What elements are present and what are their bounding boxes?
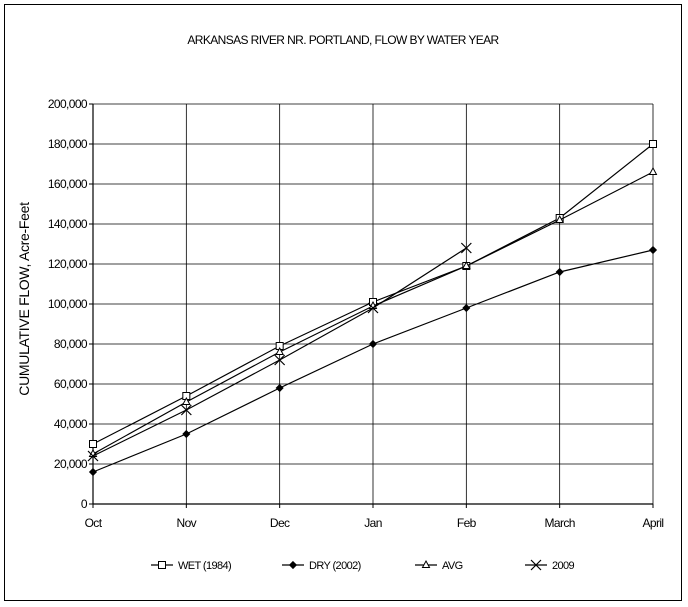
legend-label: AVG	[442, 560, 463, 572]
legend-item-wet-1984: WET (1984)	[151, 560, 232, 572]
y-tick-label: 40,000	[54, 417, 88, 431]
y-tick-label: 180,000	[48, 137, 88, 151]
y-tick-label: 140,000	[48, 217, 88, 231]
x-tick-label: March	[544, 516, 574, 530]
data-point-wet-1984	[649, 140, 657, 148]
x-tick-label: Dec	[270, 516, 290, 530]
chart-title: ARKANSAS RIVER NR. PORTLAND, FLOW BY WAT…	[187, 33, 499, 47]
data-point-2009	[274, 354, 286, 366]
x-tick-label: Jan	[364, 516, 382, 530]
y-tick-label: 20,000	[54, 457, 88, 471]
data-point-2009	[460, 242, 472, 254]
legend-marker	[288, 560, 298, 570]
x-tick-label: Feb	[457, 516, 477, 530]
x-tick-label: April	[642, 516, 663, 530]
chart-frame: ARKANSAS RIVER NR. PORTLAND, FLOW BY WAT…	[4, 4, 682, 601]
data-point-2009	[367, 302, 379, 314]
data-point-2009	[87, 450, 99, 462]
legend-marker	[530, 559, 542, 571]
data-point-dry-2002	[368, 339, 378, 349]
legend: WET (1984) DRY (2002) AVG 2009	[151, 559, 575, 572]
x-tick-label: Nov	[177, 516, 197, 530]
axes	[89, 103, 654, 508]
legend-label: 2009	[552, 560, 575, 572]
data-point-avg	[461, 260, 471, 269]
legend-item-avg: AVG	[415, 559, 463, 572]
data-point-dry-2002	[648, 245, 658, 255]
data-point-avg	[555, 214, 565, 223]
legend-label: WET (1984)	[178, 560, 231, 572]
x-tick-label: Oct	[85, 516, 103, 530]
legend-marker	[158, 561, 166, 569]
y-tick-label: 80,000	[54, 337, 88, 351]
data-point-dry-2002	[88, 467, 98, 477]
y-tick-label: 0	[81, 497, 88, 511]
y-tick-label: 200,000	[48, 97, 88, 111]
legend-label: DRY (2002)	[309, 560, 361, 572]
data-point-wet-1984	[89, 440, 97, 448]
data-point-avg	[275, 346, 285, 355]
y-tick-label: 100,000	[48, 297, 88, 311]
data-point-avg	[181, 396, 191, 405]
y-tick-label: 60,000	[54, 377, 88, 391]
tick-labels: 0 20,000 40,000 60,000 80,000 100,000 120,000 1…	[48, 97, 664, 530]
data-point-avg	[648, 166, 658, 175]
line-chart: ARKANSAS RIVER NR. PORTLAND, FLOW BY WAT…	[16, 33, 664, 572]
series-2009	[87, 242, 472, 462]
legend-marker	[421, 559, 431, 568]
data-point-dry-2002	[275, 383, 284, 393]
data-point-dry-2002	[555, 267, 564, 277]
legend-item-2009: 2009	[525, 559, 575, 572]
data-point-dry-2002	[462, 303, 471, 313]
series-group	[87, 140, 658, 477]
data-point-dry-2002	[182, 429, 191, 439]
legend-item-dry-2002: DRY (2002)	[282, 560, 361, 572]
y-tick-label: 160,000	[48, 177, 88, 191]
y-axis-title: CUMULATIVE FLOW, Acre-Feet	[16, 202, 32, 396]
series-dry-2002	[88, 245, 658, 477]
data-point-2009	[180, 404, 192, 416]
y-tick-label: 120,000	[48, 257, 88, 271]
